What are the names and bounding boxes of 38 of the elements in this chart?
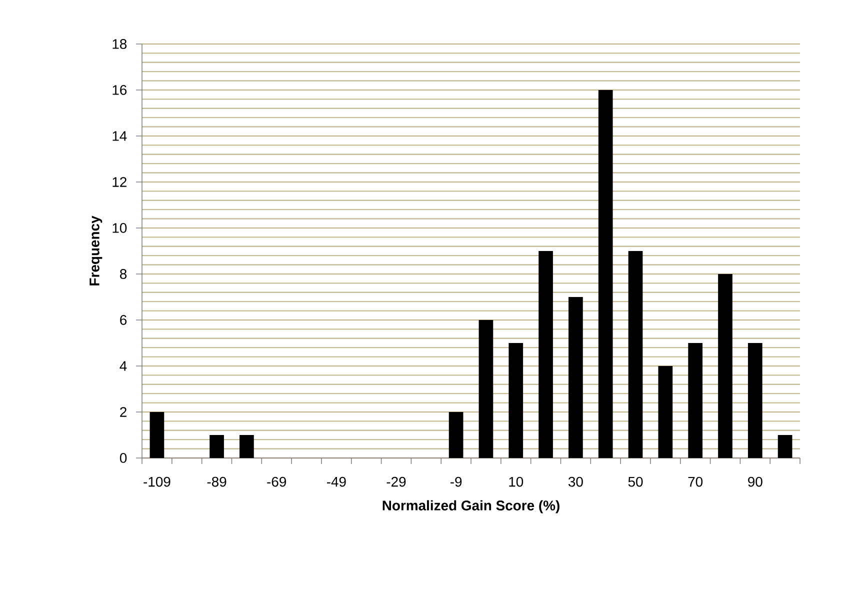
y-tick-label: 4 [120,361,127,371]
x-tick-label: -49 [326,476,346,487]
x-tick-label: -29 [386,476,406,487]
bar [658,366,673,458]
x-axis-title: Normalized Gain Score (%) [382,500,560,514]
bar [568,296,583,458]
y-tick-label: 0 [120,453,127,463]
bar [538,250,553,458]
bar [748,342,762,458]
bar [210,434,224,458]
bar [598,90,613,458]
y-tick-label: 8 [120,269,127,279]
bar [478,320,494,458]
x-tick-label: -9 [450,476,462,487]
x-tick-label: -109 [144,476,170,487]
bar [240,434,254,458]
x-tick-label: -69 [267,476,286,487]
y-tick-label: 2 [120,407,126,417]
x-tick-label: 50 [628,476,643,487]
y-tick-label: 14 [112,131,127,141]
bar [778,434,792,458]
x-tick-label: 10 [509,476,524,487]
y-tick-label: 12 [112,177,126,187]
y-tick-label: 10 [112,223,127,233]
bar [718,274,732,458]
bar [508,342,524,458]
y-tick-label: 18 [112,39,127,49]
x-tick-label: -89 [207,476,226,487]
x-tick-label: 90 [748,476,762,487]
bar [150,412,164,458]
bar [628,250,643,458]
y-axis-title: Frequency [90,216,102,286]
x-tick-label: 30 [568,476,583,487]
bar [688,342,703,458]
x-tick-label: 70 [688,476,703,487]
bar [448,412,464,458]
y-tick-label: 16 [112,85,127,95]
y-tick-label: 6 [120,315,127,325]
